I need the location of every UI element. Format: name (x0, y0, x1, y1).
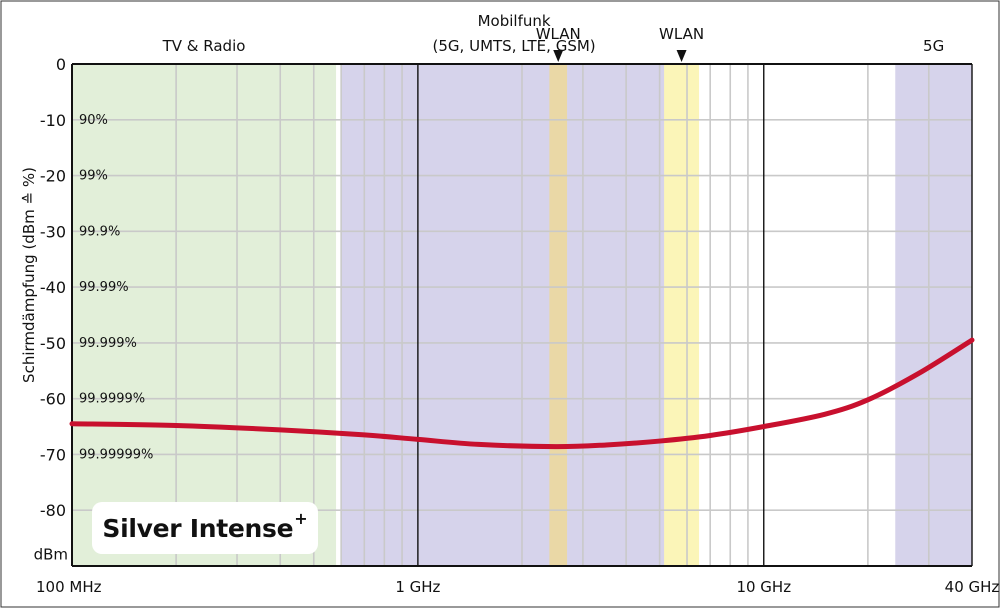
wlan-marker-icon (553, 50, 564, 62)
y-tick-label: -60 (40, 390, 66, 409)
band-label: Mobilfunk (478, 12, 551, 30)
product-badge: Silver Intense + (92, 502, 318, 554)
percent-label: 99.99999% (79, 447, 153, 462)
x-tick-label: 100 MHz (36, 578, 102, 596)
y-tick-label: -40 (40, 278, 66, 297)
x-tick-label: 40 GHz (945, 578, 1000, 596)
percent-label: 90% (79, 113, 108, 128)
band-3 (664, 64, 700, 566)
y-axis-title: Schirmdämpfung (dBm ≙ %) (20, 167, 38, 383)
y-tick-label: -20 (40, 167, 66, 186)
product-superscript: + (294, 508, 308, 528)
percent-label: 99.9999% (79, 392, 145, 407)
y-tick-label: -50 (40, 334, 66, 353)
percent-label: 99.999% (79, 336, 137, 351)
band-1 (341, 64, 688, 566)
band-label: WLAN (536, 25, 581, 43)
band-4 (895, 64, 972, 566)
band-2 (549, 64, 568, 566)
band-label: 5G (923, 37, 944, 55)
series-line (69, 337, 975, 450)
x-tick-label: 10 GHz (736, 578, 791, 596)
band-label: TV & Radio (162, 37, 246, 55)
product-name: Silver Intense (102, 513, 294, 543)
y-tick-label: 0 (56, 55, 66, 74)
band-0 (72, 64, 337, 566)
percent-label: 99.9% (79, 224, 120, 239)
y-unit-label: dBm (34, 545, 68, 563)
y-tick-label: -10 (40, 111, 66, 130)
wlan-marker-icon (676, 50, 687, 62)
y-tick-label: -70 (40, 445, 66, 464)
x-tick-label: 1 GHz (395, 578, 440, 596)
band-label: WLAN (659, 25, 704, 43)
percent-label: 99.99% (79, 280, 129, 295)
y-tick-label: -80 (40, 501, 66, 520)
percent-label: 99% (79, 169, 108, 184)
y-tick-label: -30 (40, 222, 66, 241)
